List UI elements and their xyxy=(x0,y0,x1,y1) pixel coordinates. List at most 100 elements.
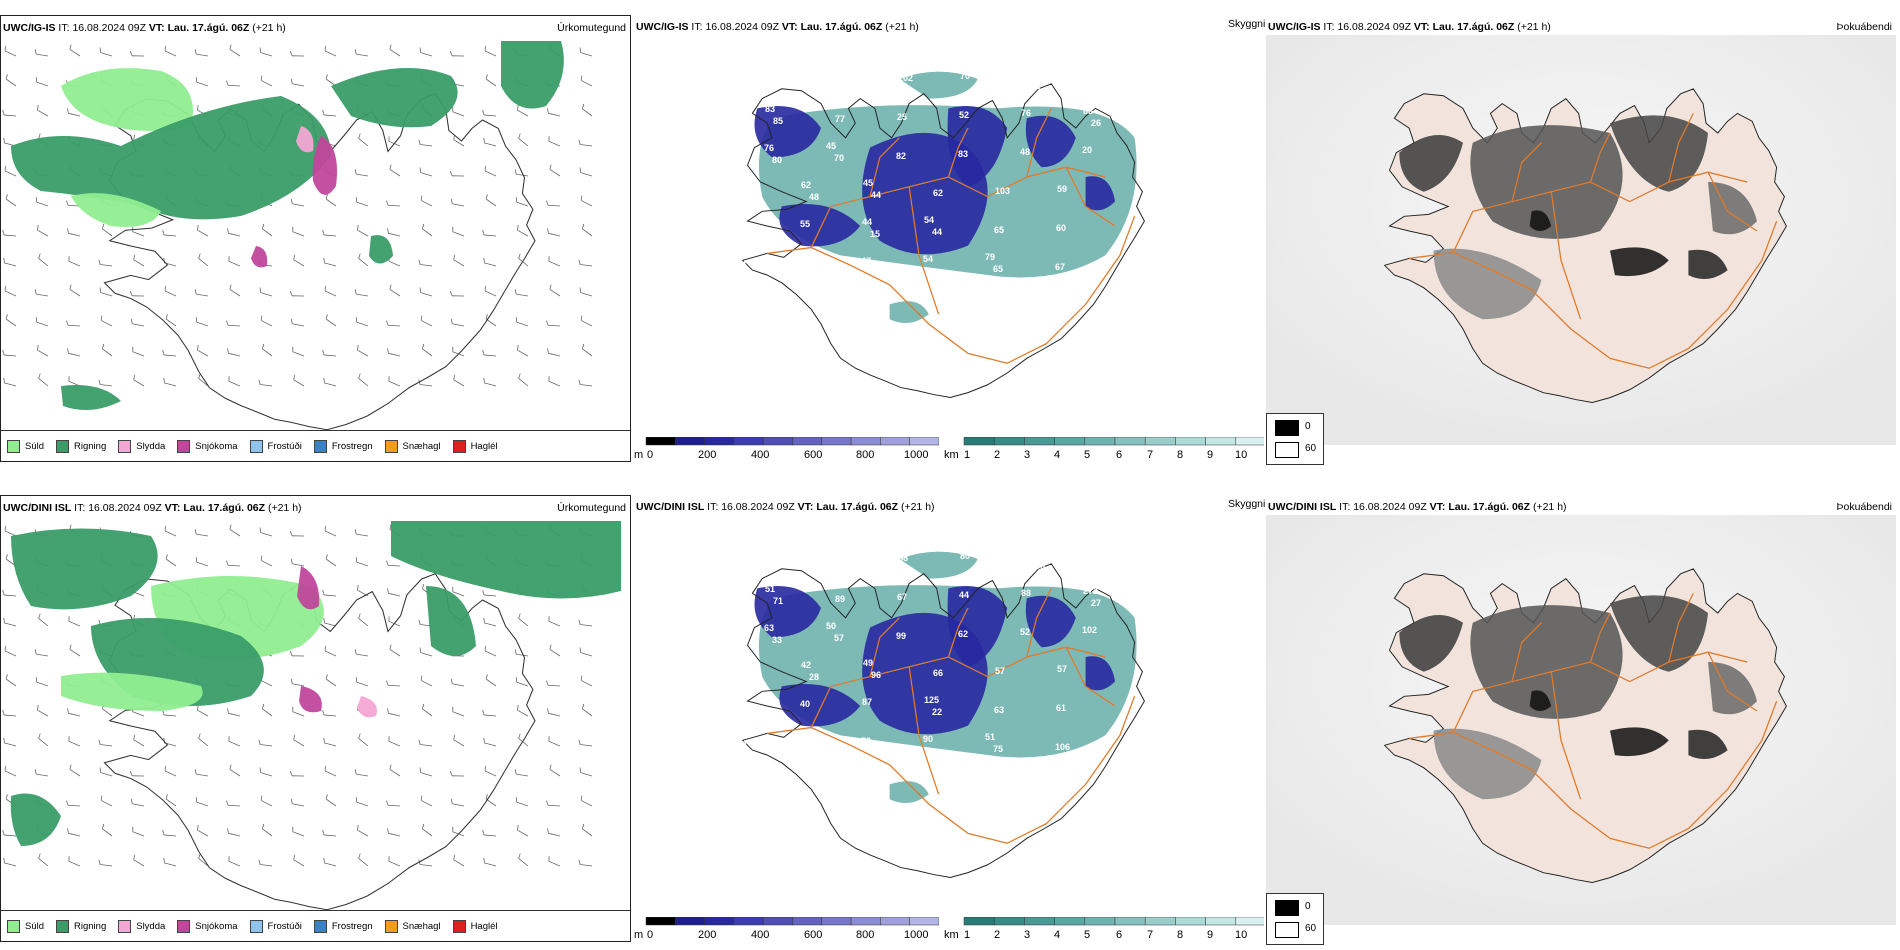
ceiling-height-label: 52 xyxy=(1020,627,1030,637)
panel-header: UWC/DINI ISL IT: 16.08.2024 09Z VT: Lau.… xyxy=(3,502,626,514)
fog-indicator-panel-1: UWC/IG-IS IT: 16.08.2024 09Z VT: Lau. 17… xyxy=(1266,15,1896,462)
ceiling-height-label: 57 xyxy=(737,740,747,750)
legend-swatch xyxy=(118,439,132,453)
panel-header: UWC/DINI ISL IT: 16.08.2024 09Z VT: Lau.… xyxy=(636,501,935,513)
colorbar-unit: m xyxy=(634,929,644,941)
ceiling-height-label: 44 xyxy=(959,590,969,600)
colorbar-tick: 400 xyxy=(751,449,770,461)
ceiling-height-label: 62 xyxy=(933,188,943,198)
ceiling-height-label: 25 xyxy=(897,112,907,122)
colorbar-tick: 7 xyxy=(1147,449,1154,461)
ceiling-height-label: 272 xyxy=(1083,586,1098,596)
ceiling-height-label: 48 xyxy=(1020,147,1030,157)
precip-type-panel-1: UWC/IG-IS IT: 16.08.2024 09Z VT: Lau. 17… xyxy=(0,15,631,462)
ceiling-height-label: 63 xyxy=(994,705,1004,715)
ceiling-height-label: 70 xyxy=(960,71,970,81)
colorbar-tick: 5 xyxy=(1084,929,1091,941)
panel-header: UWC/DINI ISL IT: 16.08.2024 09Z VT: Lau.… xyxy=(1268,501,1892,513)
colorbar-swatch xyxy=(1175,437,1206,446)
ceiling-height-label: 59 xyxy=(1057,184,1067,194)
legend-item: Rigning xyxy=(56,919,106,933)
fog-scale-value: 0 xyxy=(1305,901,1311,912)
ceiling-colorbar: m 0 200 400 600 800 1000 xyxy=(634,437,939,461)
ceiling-height-label: 40 xyxy=(800,699,810,709)
legend-swatch xyxy=(452,439,466,453)
ceiling-height-label: 57 xyxy=(995,666,1005,676)
ceiling-height-label: 71 xyxy=(773,596,783,606)
ceiling-height-label: 67 xyxy=(897,592,907,602)
colorbar-swatch xyxy=(1235,437,1264,446)
precip-map xyxy=(2,521,621,911)
ceiling-height-label: 75 xyxy=(993,744,1003,754)
colorbar-swatch xyxy=(993,437,1025,446)
precip-legend: Súld Rigning Slydda Snjókoma Frostúði Fr… xyxy=(1,430,630,461)
legend-swatch xyxy=(7,919,20,933)
colorbar-swatch xyxy=(1175,917,1206,926)
colorbar-tick: 0 xyxy=(647,929,654,941)
legend-swatch xyxy=(384,919,398,933)
colorbar-swatch xyxy=(645,917,676,926)
ceiling-height-label: 51 xyxy=(765,584,775,594)
ceiling-labels: 83 83 45 45 54 79 44 83 76 62 44 54 70 76 20 141 55 47 102… xyxy=(704,67,1101,274)
colorbar-swatch xyxy=(792,917,823,926)
ceiling-height-label: 54 xyxy=(738,221,748,231)
legend-item: Snæhagl xyxy=(384,919,441,933)
ceiling-height-label: 51 xyxy=(799,258,809,268)
ceiling-height-label: 48 xyxy=(809,192,819,202)
legend-item: Haglél xyxy=(452,439,498,453)
ceiling-height-label: 72 xyxy=(861,736,871,746)
colorbar-tick: 4 xyxy=(1054,929,1061,941)
ceiling-height-label: 54 xyxy=(924,215,934,225)
legend-swatch xyxy=(249,439,263,453)
colorbar-unit: km xyxy=(944,929,959,941)
ceiling-height-label: 91 xyxy=(1030,81,1040,91)
ceiling-visibility-panel-2: UWC/DINI ISL IT: 16.08.2024 09Z VT: Lau.… xyxy=(634,495,1264,942)
fog-indicator-panel-2: UWC/DINI ISL IT: 16.08.2024 09Z VT: Lau.… xyxy=(1266,495,1896,942)
colorbar-swatch xyxy=(1054,437,1086,446)
roads xyxy=(1409,593,1778,849)
visibility-title: Skyggni xyxy=(1228,18,1266,30)
ceiling-areas xyxy=(754,71,1137,324)
colorbar-tick: 3 xyxy=(1024,929,1031,941)
colorbar-swatch xyxy=(704,917,735,926)
legend-swatch xyxy=(249,919,263,933)
legend-swatch xyxy=(177,919,191,933)
ceiling-height-label: 49 xyxy=(863,658,873,668)
colorbar-tick: 1 xyxy=(964,449,971,461)
ceiling-height-label: 90 xyxy=(712,559,722,569)
ceiling-height-label: 47 xyxy=(861,256,871,266)
wind-barbs xyxy=(2,44,593,387)
roads xyxy=(1409,113,1778,369)
panel-title: Þokuábendi xyxy=(1836,501,1892,513)
fog-scale-swatch-light xyxy=(1275,922,1299,938)
fog-map xyxy=(1266,35,1896,445)
ceiling-height-label: 83 xyxy=(1083,106,1093,116)
fog-scale-swatch-dark xyxy=(1275,900,1299,916)
colorbar-swatch xyxy=(993,917,1025,926)
ceiling-height-label: 65 xyxy=(993,264,1003,274)
ceiling-height-label: 63 xyxy=(764,623,774,633)
ceiling-height-label: 54 xyxy=(923,254,933,264)
colorbar-tick: 200 xyxy=(698,449,717,461)
ceiling-map: 83 83 45 45 54 79 44 83 76 62 44 54 70 76 20 141 55 47 102… xyxy=(704,67,1145,399)
fog-scale-value: 60 xyxy=(1305,443,1317,454)
colorbar-swatch xyxy=(909,917,939,926)
ceiling-height-label: 103 xyxy=(995,186,1010,196)
fog-map xyxy=(1266,515,1896,925)
ceiling-height-label: 44 xyxy=(871,190,881,200)
colorbar-tick: 4 xyxy=(1054,449,1061,461)
legend-item: Snjókoma xyxy=(177,439,238,453)
colorbar-swatch xyxy=(1084,437,1116,446)
colorbar-swatch xyxy=(704,437,735,446)
colorbar-swatch xyxy=(733,917,764,926)
colorbar-tick: 800 xyxy=(856,449,875,461)
ceiling-height-label: 57 xyxy=(834,633,844,643)
colorbar-swatch xyxy=(762,917,793,926)
ceiling-height-label: 33 xyxy=(772,635,782,645)
colorbar-tick: 0 xyxy=(647,449,654,461)
legend-swatch xyxy=(7,439,20,453)
ceiling-height-label: 52 xyxy=(959,110,969,120)
legend-item: Frostregn xyxy=(313,919,373,933)
legend-item: Súld xyxy=(7,919,44,933)
colorbar-swatch xyxy=(1024,917,1055,926)
